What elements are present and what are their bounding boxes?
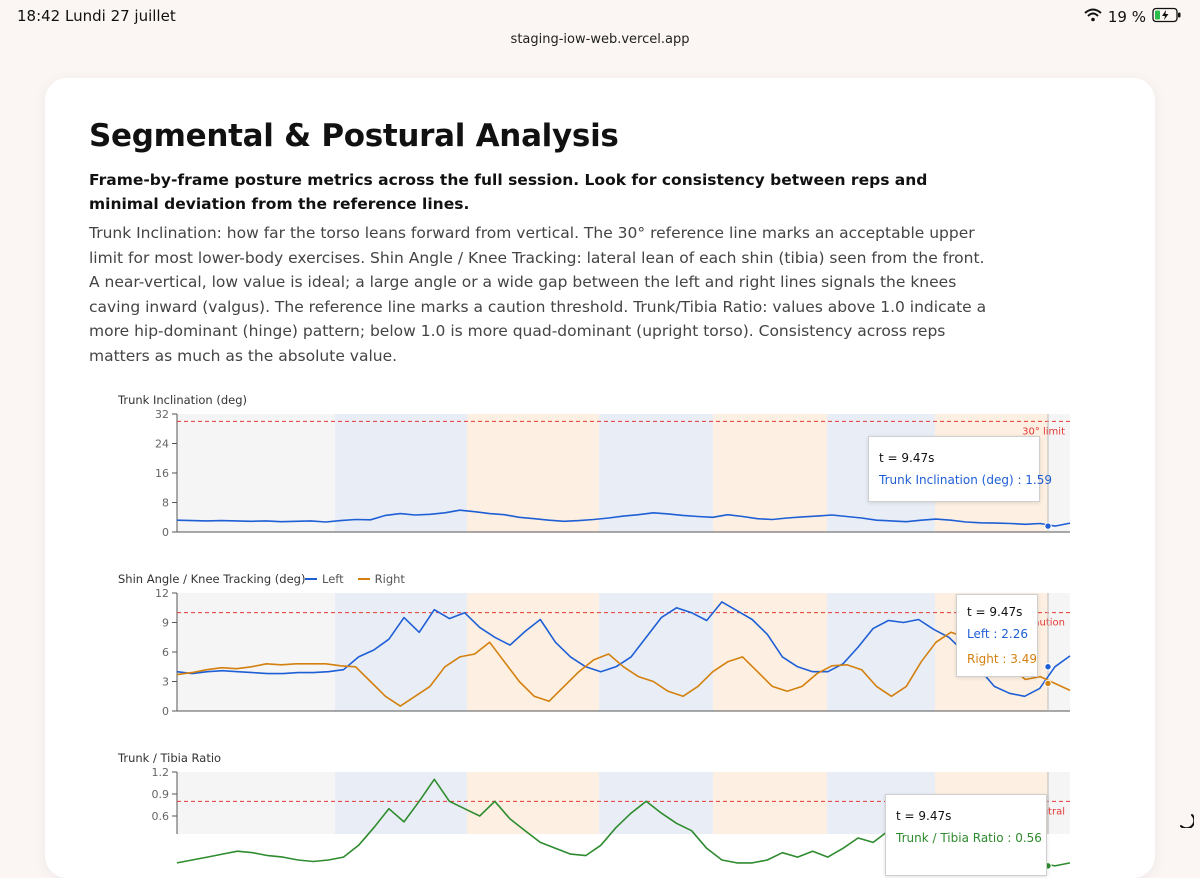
- background-band: [467, 414, 599, 532]
- shin-angle-chart[interactable]: 12 9 6 3 0 caution: [155, 587, 1071, 718]
- page-description: Trunk Inclination: how far the torso lea…: [89, 224, 987, 365]
- background-band: [713, 772, 827, 834]
- y-tick-label: 9: [162, 617, 169, 630]
- background-band: [1048, 414, 1070, 532]
- battery-charging-icon: [1152, 7, 1182, 27]
- legend-left-label: Left: [322, 572, 344, 586]
- background-band: [335, 593, 467, 711]
- background-band: [467, 593, 599, 711]
- legend-left[interactable]: Left: [305, 572, 344, 586]
- battery-percentage: 19 %: [1107, 8, 1146, 26]
- series-line-value: [176, 509, 1071, 527]
- background-band: [599, 772, 713, 834]
- legend-right[interactable]: Right: [357, 572, 405, 586]
- y-tick-label: 0: [162, 705, 169, 718]
- background-band: [177, 414, 335, 532]
- series-line-right: [176, 626, 1071, 707]
- background-band: [599, 414, 713, 532]
- reference-label: caution: [1028, 618, 1065, 629]
- background-band: [335, 772, 467, 834]
- trunk-tooltip-value: Trunk Inclination (deg) : 1.59: [879, 473, 1053, 487]
- status-time: 18:42: [17, 7, 61, 25]
- status-indicators: 19 %: [1084, 7, 1182, 27]
- background-band: [1048, 772, 1070, 834]
- status-date: Lundi 27 juillet: [65, 7, 176, 25]
- trunk-tooltip: t = 9.47s Trunk Inclination (deg) : 1.59: [868, 436, 1053, 502]
- y-tick-label: 16: [155, 467, 169, 480]
- hover-point: [1044, 522, 1052, 530]
- y-tick-label: 3: [162, 676, 169, 689]
- y-tick-label: 1.2: [152, 766, 170, 779]
- y-tick-label: 8: [162, 497, 169, 510]
- y-tick-label: 32: [155, 408, 169, 421]
- shin-tooltip-right: Right : 3.49: [967, 652, 1037, 666]
- shin-tooltip-time: t = 9.47s: [967, 605, 1023, 619]
- background-band: [467, 772, 599, 834]
- background-band: [599, 593, 713, 711]
- ratio-tooltip: t = 9.47s Trunk / Tibia Ratio : 0.56: [885, 794, 1047, 876]
- ratio-tooltip-value: Trunk / Tibia Ratio : 0.56: [896, 831, 1042, 845]
- address-bar-url[interactable]: staging-iow-web.vercel.app: [510, 32, 690, 47]
- series-line-left: [176, 601, 1071, 698]
- y-tick-label: 6: [162, 646, 169, 659]
- legend-right-label: Right: [374, 572, 405, 586]
- shin-tooltip-left: Left : 2.26: [967, 627, 1028, 641]
- page-title: Segmental & Postural Analysis: [89, 118, 619, 154]
- background-band: [1048, 593, 1070, 711]
- loading-spinner-icon: [1180, 814, 1194, 828]
- hover-point: [1044, 663, 1052, 671]
- y-tick-label: 12: [155, 587, 169, 600]
- shin-chart-title: Shin Angle / Knee Tracking (deg): [118, 572, 306, 586]
- background-band: [713, 414, 827, 532]
- trunk-tooltip-time: t = 9.47s: [879, 451, 935, 465]
- wifi-icon: [1084, 8, 1102, 26]
- y-tick-label: 24: [155, 438, 169, 451]
- legend-right-swatch: [357, 578, 370, 580]
- y-tick-label: 0.9: [152, 788, 170, 801]
- y-tick-label: 0.6: [152, 810, 170, 823]
- legend-left-swatch: [305, 578, 317, 580]
- trunk-chart-title: Trunk Inclination (deg): [118, 393, 248, 407]
- page-subtitle: Frame-by-frame posture metrics across th…: [89, 171, 928, 213]
- background-band: [827, 593, 935, 711]
- ratio-chart-title: Trunk / Tibia Ratio: [118, 751, 222, 765]
- reference-label: 30° limit: [1022, 426, 1065, 437]
- shin-chart-legend: Left Right: [305, 572, 405, 586]
- ratio-tooltip-time: t = 9.47s: [896, 809, 952, 823]
- status-bar: 18:42 Lundi 27 juillet 19 %: [0, 0, 1200, 34]
- background-band: [177, 593, 335, 711]
- reference-label: neutral: [1029, 806, 1065, 817]
- y-tick-label: 0: [162, 526, 169, 539]
- background-band: [713, 593, 827, 711]
- shin-tooltip: t = 9.47s Left : 2.26 Right : 3.49: [956, 594, 1038, 677]
- hover-point: [1044, 679, 1052, 688]
- background-band: [177, 772, 335, 834]
